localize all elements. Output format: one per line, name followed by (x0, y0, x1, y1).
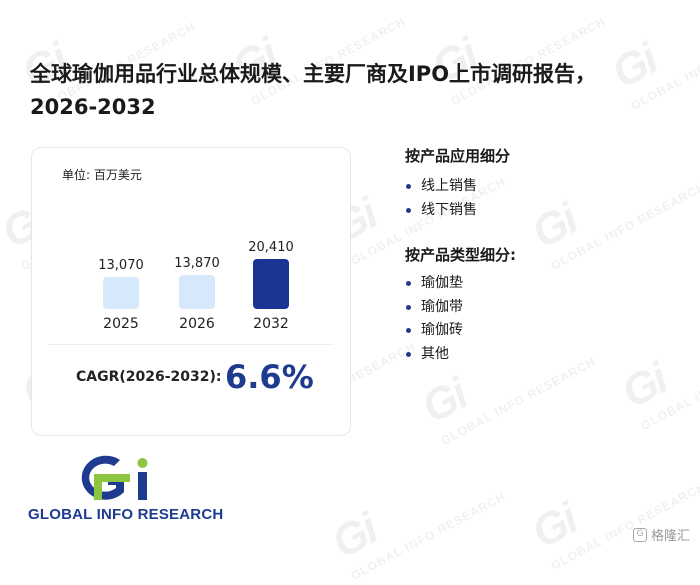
bullet-icon (406, 328, 411, 333)
list-item-label: 其他 (421, 345, 449, 362)
list-item: 瑜伽砖 (405, 319, 516, 343)
list-item-label: 瑜伽砖 (421, 322, 463, 338)
cagr-label: CAGR(2026-2032): (76, 369, 222, 385)
market-size-card: 单位: 百万美元 13,070 2025 13,870 2026 20,410 2032 … (31, 147, 351, 436)
segment-heading: 按产品应用细分 (405, 147, 511, 165)
gi-logo-icon (81, 455, 148, 500)
logo-text: GLOBAL INFO RESEARCH (28, 506, 224, 523)
company-logo: GLOBAL INFO RESEARCH (28, 452, 243, 527)
segment-heading: 按产品类型细分: (405, 246, 516, 264)
chart-unit-label: 单位: 百万美元 (62, 168, 142, 182)
corner-logo-text: 格隆汇 (650, 529, 690, 544)
segment-list: 瑜伽垫 瑜伽带 瑜伽砖 其他 (405, 272, 516, 366)
page-title: 全球瑜伽用品行业总体规模、主要厂商及IPO上市调研报告，2026-2032 (30, 62, 597, 119)
list-item: 线下销售 (405, 199, 510, 223)
list-item: 线上销售 (405, 175, 510, 199)
x-tick-label-2026: 2026 (179, 316, 215, 332)
list-item-label: 线下销售 (421, 201, 477, 218)
data-label-2032: 20,410 (248, 240, 294, 255)
bullet-icon (406, 351, 411, 357)
bullet-icon (406, 184, 411, 189)
divider (48, 344, 334, 345)
bar-chart: 13,070 2025 13,870 2026 20,410 2032 (98, 240, 294, 332)
segment-list: 线上销售 线下销售 (405, 175, 510, 222)
bar-2032 (253, 259, 289, 309)
corner-logo: G 格隆汇 (632, 525, 690, 544)
list-item: 瑜伽垫 (405, 272, 516, 296)
x-tick-label-2025: 2025 (103, 316, 139, 332)
bullet-icon (406, 281, 411, 286)
list-item-label: 瑜伽垫 (421, 275, 463, 291)
bullet-icon (406, 304, 411, 310)
data-label-2026: 13,870 (174, 256, 220, 271)
x-tick-label-2032: 2032 (253, 316, 289, 332)
data-label-2025: 13,070 (98, 258, 144, 273)
bullet-icon (406, 207, 411, 213)
segment-by-type: 按产品类型细分: 瑜伽垫 瑜伽带 瑜伽砖 其他 (405, 244, 516, 366)
brand-mark-icon: G (632, 527, 647, 542)
list-item: 其他 (405, 343, 516, 367)
segment-by-application: 按产品应用细分 线上销售 线下销售 (405, 145, 510, 222)
list-item-label: 线上销售 (421, 178, 477, 194)
bar-2026 (179, 275, 215, 309)
list-item-label: 瑜伽带 (421, 298, 463, 315)
list-item: 瑜伽带 (405, 296, 516, 320)
bar-2025 (103, 276, 139, 309)
cagr-value: 6.6% (225, 358, 314, 396)
